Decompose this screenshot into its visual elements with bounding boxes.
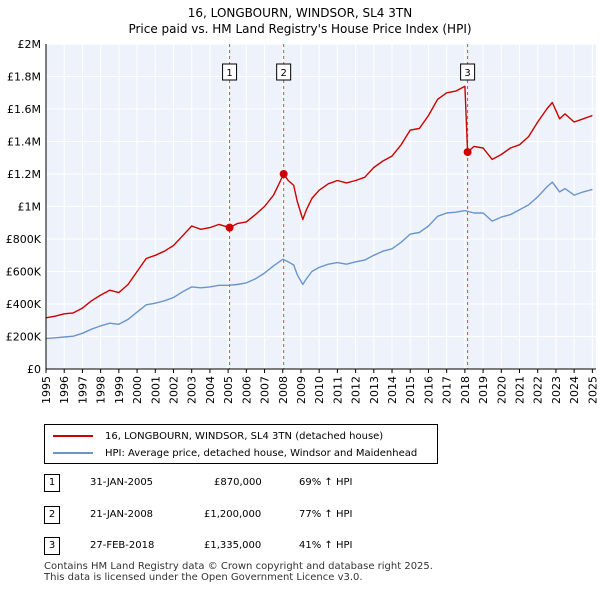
- x-tick-label: 2025: [586, 376, 599, 404]
- y-tick-label: £400K: [6, 298, 42, 311]
- legend-item-hpi: HPI: Average price, detached house, Wind…: [53, 445, 417, 461]
- x-tick-label: 2005: [222, 376, 235, 404]
- transaction-marker-box: [276, 63, 292, 81]
- x-tick-label: 2010: [313, 376, 326, 404]
- y-tick-label: £800K: [6, 233, 42, 246]
- x-tick-label: 2015: [404, 376, 417, 404]
- x-tick-label: 1996: [58, 376, 71, 404]
- transaction-date: 31-JAN-2005: [90, 477, 154, 488]
- hpi-series-line: [45, 181, 593, 340]
- x-tick-label: 2023: [550, 376, 563, 404]
- x-tick-label: 2004: [204, 376, 217, 404]
- y-tick-label: £600K: [6, 266, 42, 279]
- x-tick-label: 2006: [240, 376, 253, 404]
- transaction-marker-label: 3: [464, 68, 470, 79]
- transaction-point: [225, 223, 234, 232]
- x-tick-label: 1995: [40, 376, 53, 404]
- y-tick-label: £1.8M: [7, 71, 41, 84]
- y-tick-label: £1.4M: [7, 136, 41, 149]
- y-tick-label: £0: [27, 363, 41, 376]
- legend-swatch-price: [53, 435, 93, 437]
- x-tick-label: 2008: [277, 376, 290, 404]
- x-tick-label: 1999: [113, 376, 126, 404]
- x-tick-label: 2020: [495, 376, 508, 404]
- transaction-hpi: 69% ↑ HPI: [299, 477, 353, 488]
- x-tick-label: 2014: [386, 376, 399, 404]
- x-tick-label: 2007: [259, 376, 272, 404]
- price-chart: £0 £200K £400K £600K £800K £1M £1.2M £1.4M £1.6M…: [6, 38, 600, 404]
- transaction-price: £1,200,000: [204, 509, 262, 520]
- x-tick-label: 2011: [331, 376, 344, 404]
- transaction-point: [279, 170, 288, 178]
- transaction-number: 2: [44, 506, 60, 524]
- y-tick-label: £1.2M: [7, 168, 41, 181]
- legend-label-hpi: HPI: Average price, detached house, Wind…: [105, 447, 418, 459]
- transaction-date: 27-FEB-2018: [90, 540, 155, 551]
- x-tick-label: 2013: [368, 376, 381, 404]
- footer-licence: This data is licensed under the Open Gov…: [44, 572, 363, 583]
- x-tick-label: 2024: [568, 376, 581, 404]
- x-tick-label: 2019: [477, 376, 490, 404]
- x-tick-label: 2001: [149, 376, 162, 404]
- chart-subtitle: Price paid vs. HM Land Registry's House …: [128, 22, 472, 36]
- transaction-row: 3 27-FEB-2018 £1,335,000 41% ↑ HPI: [44, 537, 464, 555]
- transaction-row: 2 21-JAN-2008 £1,200,000 77% ↑ HPI: [44, 506, 464, 524]
- transaction-point: [463, 148, 472, 157]
- transaction-price: £1,335,000: [204, 540, 262, 551]
- footer: Contains HM Land Registry data © Crown c…: [44, 561, 433, 583]
- transaction-number: 1: [44, 474, 60, 492]
- price-series-line: [45, 85, 593, 319]
- chart-title: 16, LONGBOURN, WINDSOR, SL4 3TN: [187, 6, 413, 20]
- legend-swatch-hpi: [53, 452, 93, 454]
- transaction-marker-box: [222, 63, 238, 81]
- x-tick-label: 2000: [131, 376, 144, 404]
- x-tick-label: 2012: [350, 376, 363, 404]
- x-tick-label: 2003: [186, 376, 199, 404]
- transaction-price: £870,000: [214, 477, 262, 488]
- x-tick-label: 1998: [95, 376, 108, 404]
- y-tick-label: £200K: [6, 331, 42, 344]
- legend-item-price: 16, LONGBOURN, WINDSOR, SL4 3TN (detache…: [53, 428, 383, 444]
- transaction-marker-box: [460, 63, 476, 81]
- transaction-row: 1 31-JAN-2005 £870,000 69% ↑ HPI: [44, 474, 464, 492]
- x-tick-label: 2016: [422, 376, 435, 404]
- y-tick-label: £1M: [18, 201, 42, 214]
- transaction-number: 3: [44, 537, 60, 555]
- x-tick-label: 2009: [295, 376, 308, 404]
- y-tick-label: £2M: [18, 38, 42, 51]
- footer-copyright: Contains HM Land Registry data © Crown c…: [44, 561, 433, 572]
- transaction-hpi: 77% ↑ HPI: [299, 509, 353, 520]
- x-tick-label: 1997: [76, 376, 89, 404]
- x-tick-label: 2021: [514, 376, 527, 404]
- x-tick-label: 2022: [532, 376, 545, 404]
- transaction-marker-label: 2: [280, 68, 286, 79]
- legend: 16, LONGBOURN, WINDSOR, SL4 3TN (detache…: [44, 424, 438, 464]
- transaction-date: 21-JAN-2008: [90, 509, 154, 520]
- legend-label-price: 16, LONGBOURN, WINDSOR, SL4 3TN (detache…: [105, 430, 384, 442]
- x-tick-label: 2018: [459, 376, 472, 404]
- y-tick-label: £1.6M: [7, 103, 41, 116]
- x-tick-label: 2017: [441, 376, 454, 404]
- transaction-marker-label: 1: [226, 68, 232, 79]
- x-tick-label: 2002: [167, 376, 180, 404]
- transaction-hpi: 41% ↑ HPI: [299, 540, 353, 551]
